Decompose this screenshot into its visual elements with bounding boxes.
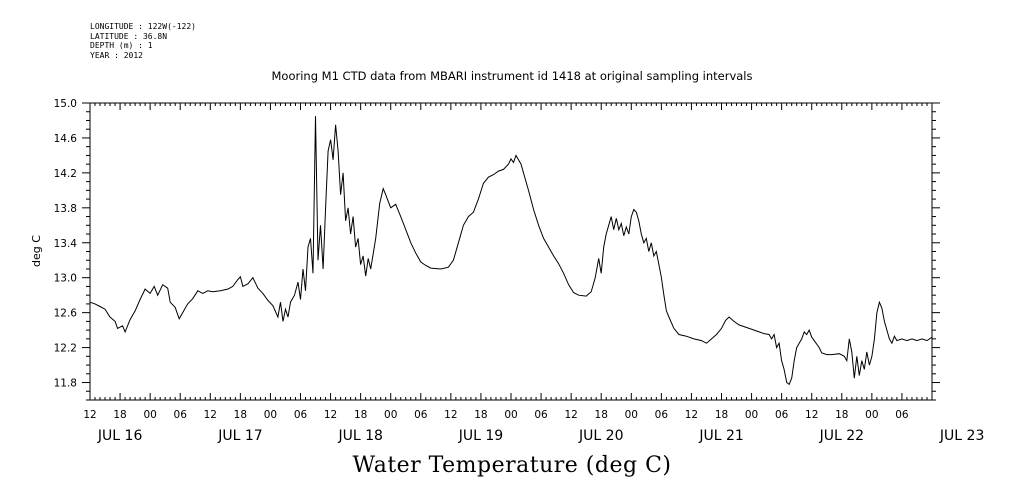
x-tick-label: 06 [414,409,428,421]
x-tick-label: 06 [655,409,669,421]
y-tick-label: 15.0 [54,98,77,110]
day-label: JUL 19 [458,428,503,444]
day-label: JUL 16 [97,428,143,444]
metadata-longitude: LONGITUDE : 122W(-122) [90,22,196,31]
chart-title: Mooring M1 CTD data from MBARI instrumen… [271,69,753,83]
y-tick-labels: 11.8 12.2 12.6 13.0 13.4 13.8 14.2 14.6 15.0 [54,98,78,390]
day-label: JUL 22 [819,428,864,444]
x-tick-label: 12 [204,409,217,421]
y-tick-label: 14.2 [54,168,77,180]
x-axis-label: Water Temperature (deg C) [352,453,672,478]
day-label: JUL 20 [578,428,623,444]
x-tick-label: 00 [865,409,878,421]
day-label: JUL 18 [337,428,382,444]
day-label: JUL 21 [698,428,743,444]
x-tick-label: 00 [264,409,277,421]
metadata-block: LONGITUDE : 122W(-122) LATITUDE : 36.8N … [90,22,196,60]
metadata-latitude: LATITUDE : 36.8N [90,31,168,41]
tick-marks [82,102,940,401]
metadata-year: YEAR : 2012 [90,50,143,60]
y-tick-label: 11.8 [54,378,77,390]
x-tick-label: 18 [354,409,367,421]
x-tick-label: 18 [595,409,608,421]
x-tick-label: 12 [685,409,698,421]
day-labels: JUL 16 JUL 17 JUL 18 JUL 19 JUL 20 JUL 21 JUL … [97,428,984,444]
x-tick-label: 12 [564,409,577,421]
x-tick-label: 12 [444,409,457,421]
y-axis-label: deg C [30,235,43,267]
x-tick-labels: 12 18 00 06 12 18 00 06 12 18 00 06 12 18 00 06 12 18 00 06… [83,409,909,421]
y-tick-label: 13.0 [54,273,77,285]
y-tick-label: 12.6 [54,308,78,320]
x-tick-label: 06 [174,409,188,421]
x-tick-label: 00 [384,409,397,421]
y-tick-label: 12.2 [54,343,77,355]
metadata-depth: DEPTH (m) : 1 [90,41,153,50]
x-tick-label: 06 [895,409,909,421]
x-tick-label: 18 [113,409,126,421]
x-tick-label: 00 [745,409,758,421]
x-tick-label: 18 [234,409,247,421]
y-tick-label: 14.6 [54,133,78,145]
x-tick-label: 18 [835,409,848,421]
x-tick-label: 00 [504,409,517,421]
y-tick-label: 13.4 [54,238,78,250]
water-temperature-line [89,116,933,386]
x-tick-label: 12 [805,409,818,421]
x-tick-label: 06 [775,409,789,421]
x-tick-label: 12 [83,409,96,421]
day-label: JUL 23 [939,428,984,444]
x-tick-label: 12 [324,409,337,421]
day-label: JUL 17 [217,428,262,444]
plot-frame [89,102,933,401]
y-tick-label: 13.8 [54,203,77,215]
x-tick-label: 06 [534,409,548,421]
x-tick-label: 00 [625,409,638,421]
x-tick-label: 06 [294,409,308,421]
x-tick-label: 18 [474,409,487,421]
x-tick-label: 18 [715,409,728,421]
x-tick-label: 00 [143,409,156,421]
